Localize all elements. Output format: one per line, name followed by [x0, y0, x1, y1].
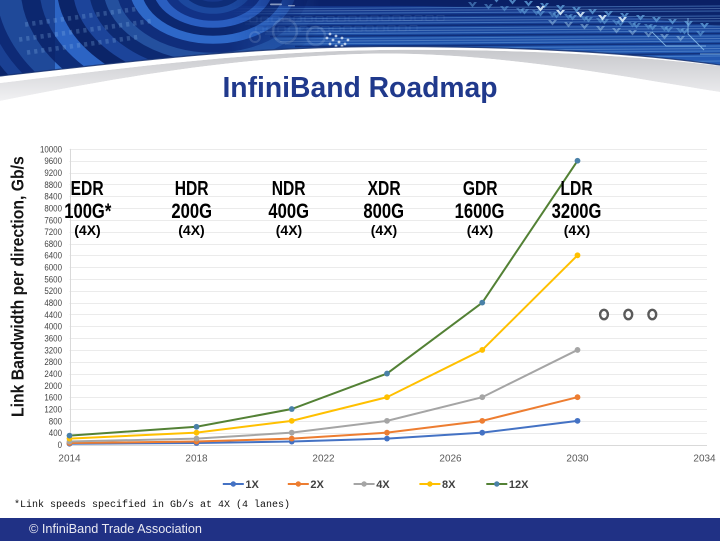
svg-text:4400: 4400 [44, 310, 62, 320]
svg-text:2400: 2400 [44, 369, 62, 379]
svg-text:6800: 6800 [44, 239, 62, 249]
svg-text:5600: 5600 [44, 274, 62, 284]
svg-text:1200: 1200 [44, 404, 62, 414]
svg-text:400: 400 [49, 428, 62, 438]
svg-text:2000: 2000 [44, 381, 62, 391]
svg-text:2026: 2026 [439, 454, 462, 465]
svg-text:7200: 7200 [44, 227, 62, 237]
svg-text:6000: 6000 [44, 263, 62, 273]
svg-text:8X: 8X [442, 479, 456, 491]
svg-text:2022: 2022 [312, 454, 335, 465]
svg-text:6400: 6400 [44, 251, 62, 261]
svg-text:2800: 2800 [44, 357, 62, 367]
svg-text:800: 800 [49, 416, 62, 426]
svg-text:8800: 8800 [44, 180, 62, 190]
svg-text:0: 0 [58, 440, 62, 450]
svg-text:8400: 8400 [44, 192, 62, 202]
svg-text:2X: 2X [310, 479, 324, 491]
svg-text:2030: 2030 [566, 454, 589, 465]
svg-text:2034: 2034 [693, 454, 716, 465]
svg-text:8000: 8000 [44, 203, 62, 213]
svg-text:1600: 1600 [44, 393, 62, 403]
svg-text:4X: 4X [376, 479, 390, 491]
svg-text:7600: 7600 [44, 215, 62, 225]
svg-text:4800: 4800 [44, 298, 62, 308]
svg-text:4000: 4000 [44, 322, 62, 332]
svg-text:9600: 9600 [44, 156, 62, 166]
svg-text:1X: 1X [245, 479, 259, 491]
svg-text:12X: 12X [509, 479, 529, 491]
svg-text:3600: 3600 [44, 333, 62, 343]
svg-text:2018: 2018 [185, 454, 208, 465]
svg-text:2014: 2014 [58, 454, 81, 465]
svg-text:5200: 5200 [44, 286, 62, 296]
svg-text:10000: 10000 [40, 144, 62, 154]
svg-text:9200: 9200 [44, 168, 62, 178]
svg-text:3200: 3200 [44, 345, 62, 355]
